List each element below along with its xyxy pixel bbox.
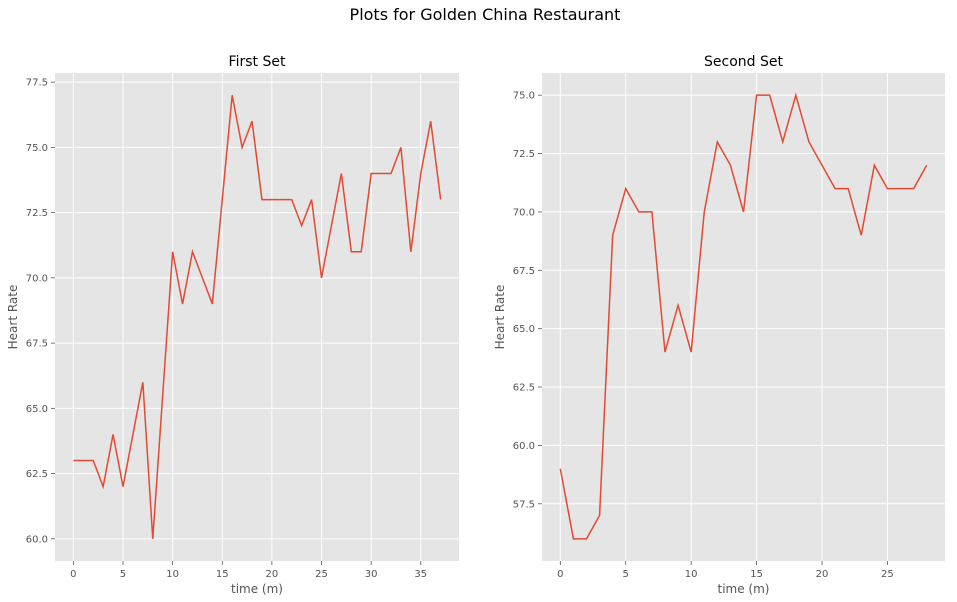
x-tick-label: 25 [881, 569, 894, 580]
x-tick-label: 15 [750, 569, 763, 580]
chart-title: Second Set [704, 54, 783, 70]
chart-title: First Set [229, 54, 286, 70]
series-line [73, 95, 442, 539]
y-tick-label: 65.0 [26, 404, 48, 415]
y-tick-label: 60.0 [26, 534, 48, 545]
x-axis-label: time (m) [231, 582, 283, 596]
figure-suptitle: Plots for Golden China Restaurant [350, 5, 621, 24]
chart-panel-first-set: 0 5 10 15 20 25 30 35 60.0 62.5 65.0 67.5 70.0 72.5 75… [6, 54, 459, 596]
y-tick-label: 72.5 [513, 149, 535, 160]
y-tick-label: 67.5 [513, 266, 535, 277]
x-tick-label: 0 [70, 569, 76, 580]
y-tick-label: 75.0 [513, 91, 535, 102]
x-tick-label: 20 [266, 569, 279, 580]
x-tick-label: 5 [120, 569, 126, 580]
x-tick-label: 0 [557, 569, 563, 580]
x-axis-label: time (m) [718, 582, 770, 596]
y-axis-label: Heart Rate [493, 285, 507, 350]
series-line [559, 92, 928, 540]
y-axis-label: Heart Rate [6, 285, 20, 350]
y-tick-label: 75.0 [26, 143, 48, 154]
y-tick-label: 72.5 [26, 208, 48, 219]
y-tick-label: 60.0 [513, 441, 535, 452]
y-tick-label: 77.5 [26, 78, 48, 89]
y-tick-label: 62.5 [513, 383, 535, 394]
x-tick-label: 5 [623, 569, 629, 580]
plot-area [542, 73, 945, 561]
plot-area [55, 73, 459, 561]
x-tick-label: 25 [315, 569, 328, 580]
y-tick-label: 67.5 [26, 339, 48, 350]
y-tick-label: 57.5 [513, 499, 535, 510]
chart-panel-second-set: 0 5 10 15 20 25 57.5 60.0 62.5 65.0 67.5 70.0 72.5 75… [493, 54, 945, 596]
x-tick-label: 30 [365, 569, 378, 580]
y-tick-label: 65.0 [513, 324, 535, 335]
y-tick-label: 70.0 [26, 273, 48, 284]
x-tick-label: 35 [414, 569, 427, 580]
x-tick-label: 10 [685, 569, 698, 580]
y-tick-label: 70.0 [513, 207, 535, 218]
x-tick-label: 10 [166, 569, 179, 580]
x-tick-label: 15 [216, 569, 229, 580]
y-tick-label: 62.5 [26, 469, 48, 480]
x-tick-label: 20 [816, 569, 829, 580]
